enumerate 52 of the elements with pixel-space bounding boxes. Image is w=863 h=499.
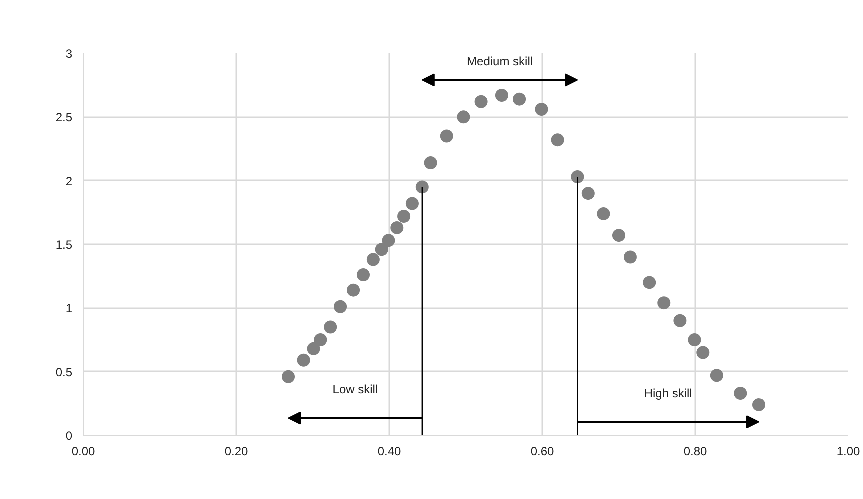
x-tick-label: 0.80: [684, 444, 708, 458]
point: [347, 284, 360, 297]
point: [624, 250, 637, 264]
point: [696, 346, 710, 360]
point: [314, 334, 328, 346]
point: [752, 398, 766, 412]
point: [674, 314, 687, 328]
point: [571, 170, 584, 184]
x-tick-label: 0.40: [378, 444, 402, 458]
point: [734, 386, 748, 400]
point: [688, 334, 702, 346]
point: [643, 276, 656, 290]
point: [398, 210, 411, 223]
y-tick-label: 0.5: [56, 365, 73, 380]
x-tick-label: 0.00: [72, 444, 96, 458]
point: [474, 95, 488, 108]
point: [366, 253, 380, 266]
y-tick-label: 1: [66, 302, 73, 316]
point: [710, 369, 724, 382]
point: [535, 103, 548, 116]
point: [582, 187, 595, 200]
x-tick-label: 0.20: [224, 444, 249, 458]
point: [324, 320, 338, 334]
point: [551, 134, 564, 147]
point: [334, 300, 348, 314]
annotation: Low skill: [332, 382, 378, 397]
x-tick-label: 1.00: [836, 444, 861, 458]
y-tick-label: 3: [66, 47, 73, 61]
point: [440, 130, 454, 143]
point: [416, 180, 429, 194]
point: [495, 89, 508, 102]
y-tick-label: 0: [66, 429, 73, 443]
point: [375, 243, 388, 256]
point: [406, 197, 419, 210]
point: [457, 110, 470, 124]
annotation: Medium skill: [467, 54, 534, 68]
y-tick-label: 2: [66, 174, 73, 188]
point: [307, 342, 320, 356]
annotation: High skill: [644, 386, 692, 400]
y-tick-label: 2.5: [56, 110, 73, 125]
x-tick-label: 0.60: [530, 444, 555, 458]
point: [612, 229, 626, 242]
point: [297, 354, 310, 367]
point: [282, 370, 296, 384]
point: [513, 92, 526, 106]
point: [658, 296, 671, 310]
point: [382, 234, 396, 248]
point: [597, 207, 610, 220]
y-tick-label: 1.5: [56, 238, 73, 252]
point: [424, 156, 438, 170]
point: [356, 268, 370, 282]
point: [390, 221, 404, 234]
